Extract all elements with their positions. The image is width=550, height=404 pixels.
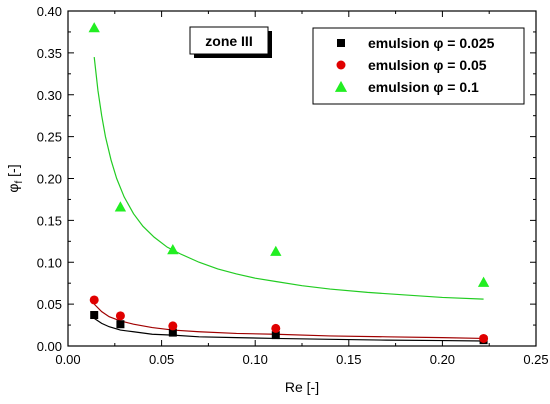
data-point-triangle	[477, 276, 490, 287]
x-tick-label: 0.05	[149, 352, 174, 367]
data-point-triangle	[88, 22, 100, 33]
y-tick-label: 0.30	[37, 88, 62, 103]
y-tick-label: 0.00	[37, 339, 62, 354]
x-tick-label: 0.15	[336, 352, 361, 367]
data-point-square	[271, 331, 280, 340]
fit-curve	[93, 303, 484, 340]
y-tick-label: 0.05	[37, 297, 62, 312]
legend-label: emulsion φ = 0.05	[368, 57, 487, 73]
x-tick-label: 0.10	[243, 352, 268, 367]
data-point-circle	[271, 323, 281, 333]
x-tick-label: 0.00	[55, 352, 80, 367]
data-point-circle	[168, 321, 178, 331]
fit-curve	[93, 56, 484, 300]
data-point-circle	[115, 311, 125, 321]
legend-label: emulsion φ = 0.025	[368, 35, 495, 51]
y-tick-label: 0.10	[37, 255, 62, 270]
y-tick-label: 0.20	[37, 172, 62, 187]
data-point-triangle	[167, 244, 179, 255]
y-axis-title: φf [-]	[5, 164, 25, 192]
x-axis-title: Re [-]	[285, 379, 319, 395]
legend-marker-circle	[336, 60, 346, 70]
y-tick-label: 0.40	[37, 4, 62, 19]
legend-marker-triangle	[334, 80, 348, 92]
data-point-triangle	[270, 245, 282, 256]
data-point-triangle	[114, 201, 127, 212]
x-tick-label: 0.20	[430, 352, 455, 367]
data-point-square	[168, 328, 177, 337]
data-point-square	[90, 311, 99, 320]
y-tick-label: 0.25	[37, 130, 62, 145]
annotation-box	[189, 26, 269, 55]
annotation-label: zone III	[205, 33, 252, 49]
data-point-square	[116, 320, 125, 329]
fit-curve	[93, 317, 484, 342]
y-tick-label: 0.15	[37, 213, 62, 228]
legend-box	[312, 27, 525, 105]
legend-label: emulsion φ = 0.1	[368, 79, 479, 95]
plot-area: 0.00 0.05 0.10 0.15 0.20 0.25 0.00 0.05 0.10 0.15…	[5, 4, 549, 395]
legend-marker-square	[337, 39, 345, 47]
data-point-circle	[479, 333, 489, 343]
data-point-circle	[89, 295, 99, 305]
y-tick-label: 0.35	[37, 46, 62, 61]
x-tick-label: 0.25	[523, 352, 548, 367]
